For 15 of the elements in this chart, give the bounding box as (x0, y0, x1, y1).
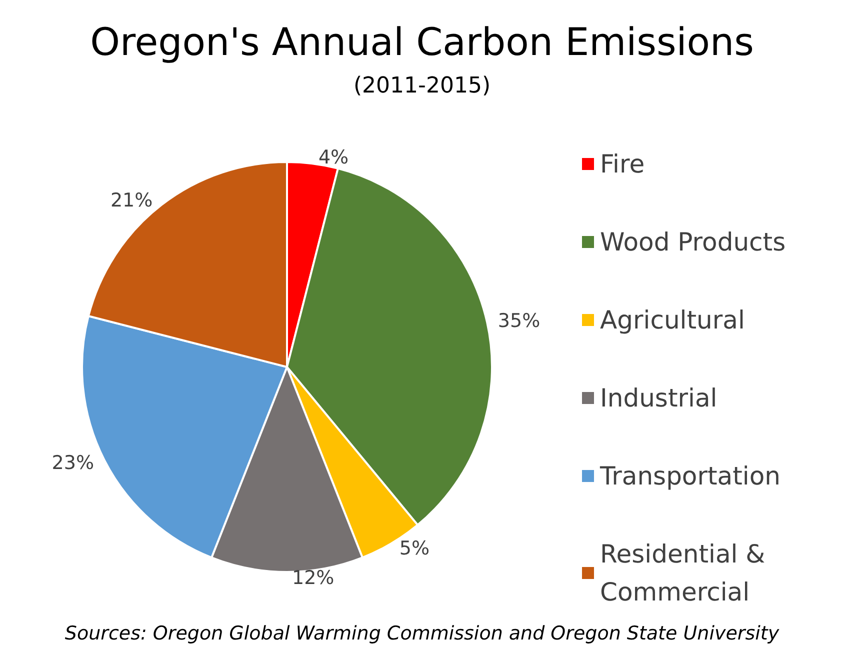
legend-label: Agricultural (600, 306, 745, 334)
data-label: 12% (292, 567, 334, 589)
legend-label: Residential & Commercial (600, 540, 774, 606)
data-label: 35% (498, 310, 540, 332)
legend-label: Industrial (600, 384, 718, 412)
legend-label: Transportation (599, 462, 781, 490)
chart-title: Oregon's Annual Carbon Emissions (90, 20, 754, 64)
data-label: 4% (318, 146, 349, 169)
data-label: 23% (52, 452, 94, 474)
data-label: 5% (399, 538, 430, 560)
source-note: Sources: Oregon Global Warming Commission and Oregon State University (64, 622, 780, 644)
data-label: 21% (110, 189, 153, 212)
chart-subtitle: (2011-2015) (353, 74, 491, 98)
legend-label: Fire (600, 150, 645, 178)
legend-label: Wood Products (600, 228, 786, 256)
